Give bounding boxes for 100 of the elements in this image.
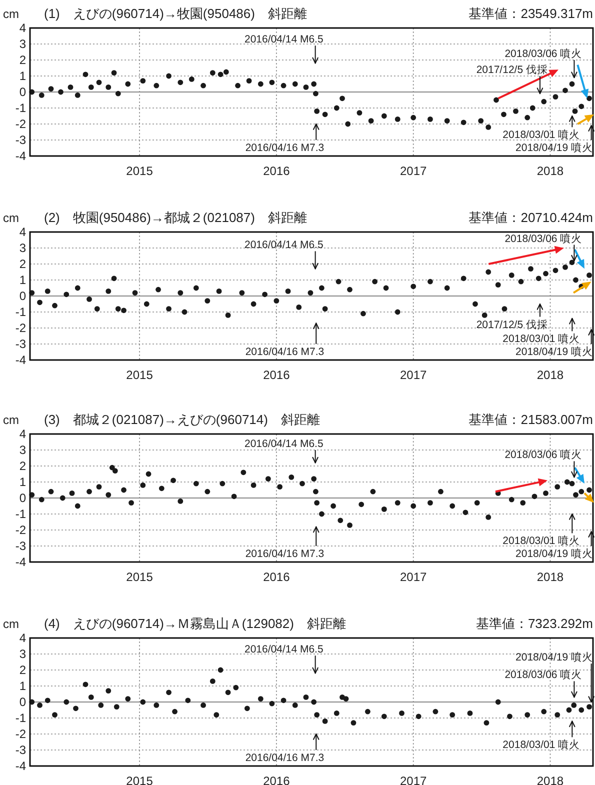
y-tick-label: -1 [15,101,26,115]
point [322,112,328,118]
point [552,268,558,274]
x-tick-label: 2016 [263,164,290,178]
point [314,712,320,718]
y-tick-label: -1 [15,711,26,725]
point [543,490,548,496]
point [566,707,572,713]
point [532,494,538,500]
point [311,476,317,482]
point [444,118,450,124]
point [394,116,400,122]
point [216,288,222,294]
point [347,522,352,528]
point [322,718,328,724]
y-tick-label: 1 [19,475,26,489]
point [52,302,58,308]
y-tick-label: -3 [15,539,26,553]
annotation: 2018/04/19 噴火 [516,141,593,154]
point [482,312,488,318]
y-tick-label: 3 [19,647,26,661]
point [115,306,121,312]
point [178,498,184,504]
point [552,94,558,100]
point [60,495,66,501]
point [154,702,160,708]
point [210,70,216,76]
point [96,484,102,490]
point [285,288,291,294]
point [370,488,376,494]
point [541,708,547,714]
point [428,500,433,506]
point [218,72,224,78]
point [106,492,112,498]
point [172,708,178,714]
y-tick-label: 1 [19,69,26,83]
point [573,492,578,498]
point [250,301,256,307]
point [106,688,112,694]
point [569,260,575,266]
point [571,702,577,708]
point [125,81,131,87]
point [543,270,548,276]
point [524,114,530,120]
point [330,503,336,509]
point [502,306,508,312]
x-tick-label: 2015 [126,164,154,178]
point [74,503,80,509]
point [334,710,340,716]
y-tick-label: 3 [19,37,26,51]
point [265,476,271,482]
point [508,272,514,278]
point [368,118,374,124]
point [569,480,575,486]
y-tick-label: 3 [19,443,26,457]
y-tick-label: -2 [15,727,26,741]
point [115,90,121,96]
point [428,278,433,284]
point [303,84,309,90]
point [68,84,74,90]
y-tick-label: 2 [19,663,26,677]
point [277,484,282,490]
point [528,266,534,272]
point [98,702,104,708]
point [244,706,250,712]
point [358,502,364,508]
point [166,306,172,312]
y-tick-label: 2 [19,257,26,271]
point [210,678,216,684]
annotation: 2018/03/06 噴火 [504,232,582,245]
point [69,490,75,496]
point [48,86,54,92]
y-tick-label: -1 [15,305,26,319]
point [158,486,164,492]
annotation: 2016/04/14 M6.5 [244,644,324,656]
point [178,80,184,86]
point [280,698,286,704]
point [343,696,349,702]
point [381,714,387,720]
x-tick-label: 2016 [263,368,290,382]
point [360,310,366,316]
point [274,298,280,304]
point [428,116,433,122]
point [572,108,578,114]
chart-subtitle: 基準値：20710.424m [468,210,593,225]
chart-subtitle: 基準値：23549.317m [468,6,593,21]
point [410,503,416,509]
x-tick-label: 2015 [126,774,154,785]
y-tick-label: 4 [19,631,26,645]
point [495,282,501,288]
point [37,702,42,708]
point [541,98,547,104]
annotation: 2018/03/01 噴火 [502,738,580,752]
point [486,269,492,275]
point [82,682,88,688]
point [64,292,70,298]
point [112,468,118,474]
point [144,301,150,307]
point [554,712,560,718]
point [88,694,94,700]
